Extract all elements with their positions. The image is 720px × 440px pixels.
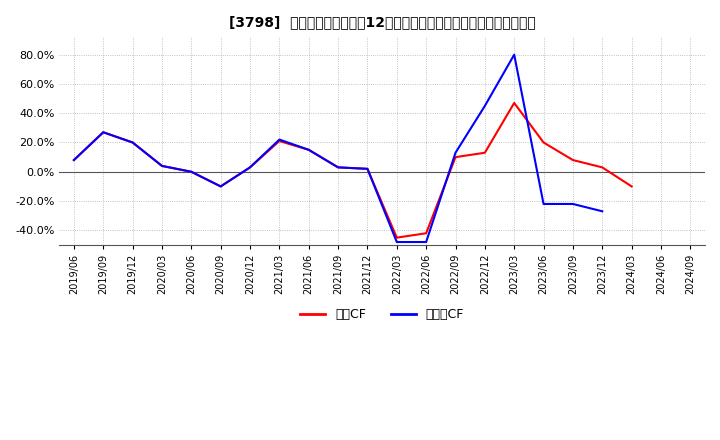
営業CF: [451, 154, 460, 160]
Line: 営業CF: 営業CF: [74, 103, 631, 238]
営業CF: [480, 150, 489, 155]
フリーCF: [422, 239, 431, 245]
営業CF: [392, 235, 401, 240]
営業CF: [627, 184, 636, 189]
営業CF: [246, 165, 254, 170]
営業CF: [510, 100, 518, 106]
営業CF: [275, 139, 284, 144]
営業CF: [569, 158, 577, 163]
フリーCF: [334, 165, 343, 170]
フリーCF: [510, 52, 518, 57]
フリーCF: [569, 202, 577, 207]
フリーCF: [305, 147, 313, 152]
Line: フリーCF: フリーCF: [74, 55, 602, 242]
フリーCF: [480, 103, 489, 109]
営業CF: [539, 140, 548, 145]
営業CF: [305, 147, 313, 152]
営業CF: [158, 163, 166, 169]
フリーCF: [216, 184, 225, 189]
フリーCF: [598, 209, 606, 214]
フリーCF: [363, 166, 372, 172]
フリーCF: [246, 165, 254, 170]
Title: [3798]  キャッシュフローの12か月移動合計の対前年同期増減率の推移: [3798] キャッシュフローの12か月移動合計の対前年同期増減率の推移: [229, 15, 536, 29]
フリーCF: [187, 169, 196, 174]
フリーCF: [99, 130, 107, 135]
フリーCF: [539, 202, 548, 207]
営業CF: [216, 184, 225, 189]
営業CF: [187, 169, 196, 174]
フリーCF: [275, 137, 284, 142]
営業CF: [99, 130, 107, 135]
フリーCF: [451, 150, 460, 155]
フリーCF: [158, 163, 166, 169]
Legend: 営業CF, フリーCF: 営業CF, フリーCF: [295, 303, 469, 326]
営業CF: [128, 140, 137, 145]
営業CF: [334, 165, 343, 170]
フリーCF: [128, 140, 137, 145]
フリーCF: [70, 158, 78, 163]
営業CF: [598, 165, 606, 170]
営業CF: [70, 158, 78, 163]
フリーCF: [392, 239, 401, 245]
営業CF: [363, 166, 372, 172]
営業CF: [422, 231, 431, 236]
